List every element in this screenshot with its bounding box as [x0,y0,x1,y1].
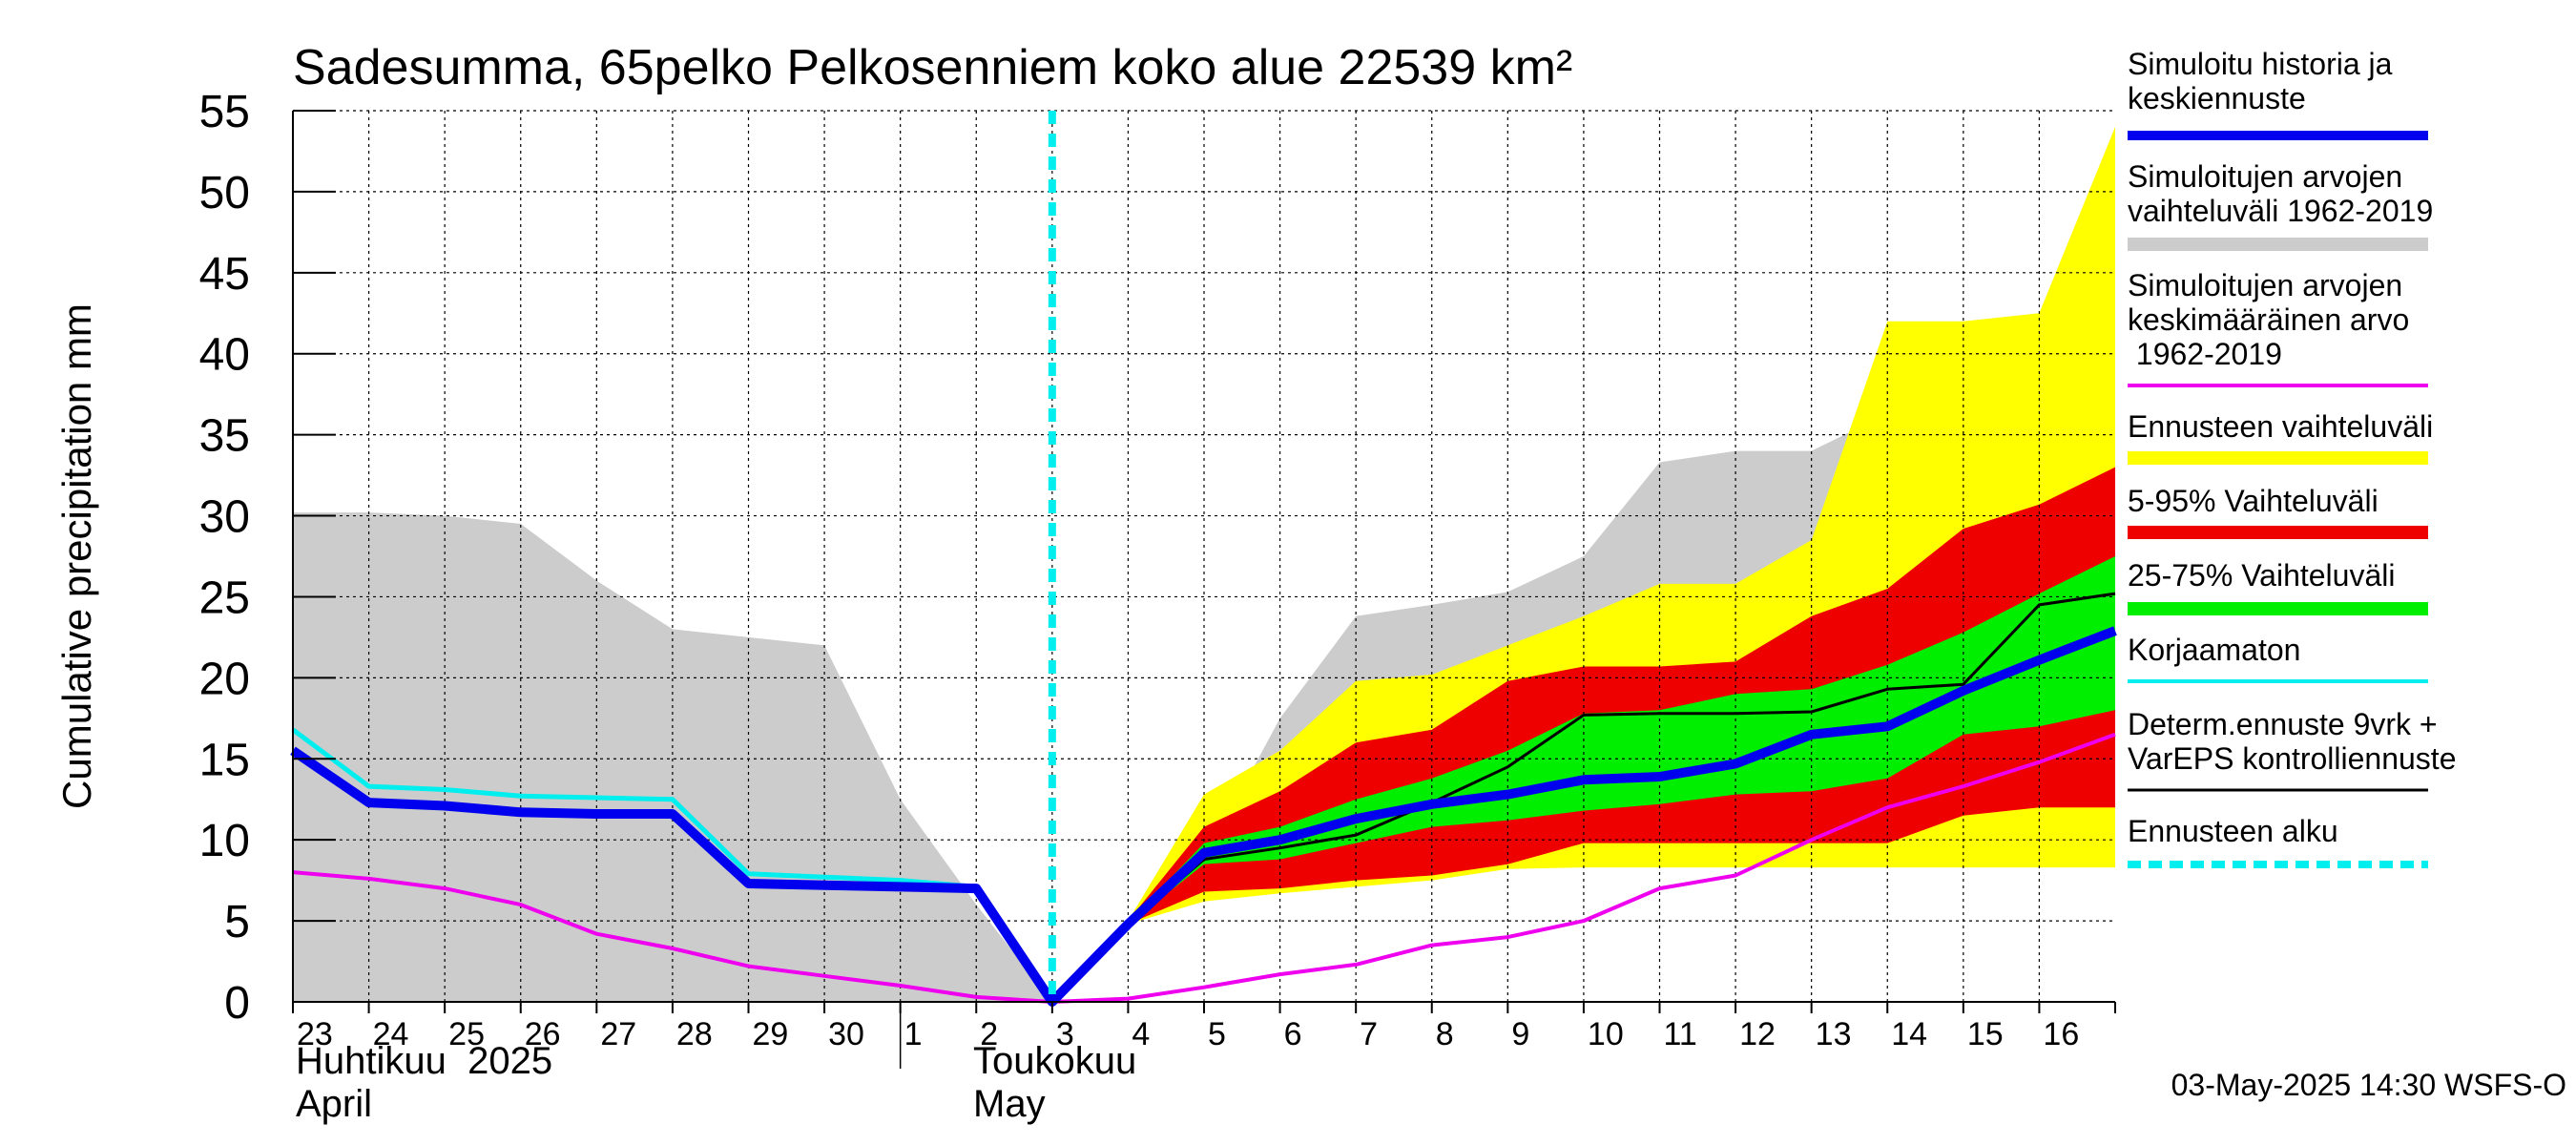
legend-label-line: keskimääräinen arvo [2128,302,2409,337]
month-label-may-fi: Toukokuu [973,1040,1136,1082]
legend-label: Ennusteen vaihteluväli [2128,409,2433,444]
legend-label: Simuloitujen arvojen keskimääräinen arvo … [2128,268,2409,371]
y-tick-label: 30 [199,492,250,543]
x-tick-label: 16 [2043,1016,2079,1052]
chart-title: Sadesumma, 65pelko Pelkosenniem koko alu… [293,40,1572,95]
legend-label-line: 5-95% Vaihteluväli [2128,484,2379,518]
y-tick-label: 45 [199,249,250,300]
x-tick-labels: 23 24 25 26 27 28 29 30 1 2 3 4 5 6 7 8 9 10 11 12 13 14 15 16 [297,1016,2079,1052]
legend-label: Korjaamaton [2128,633,2300,667]
legend-item-ennusteen-alku: Ennusteen alku [2128,814,2428,868]
legend-label-line: Ennusteen alku [2128,814,2338,848]
legend-item-simuloitujen-arvojen-keskimaarainen-arvo-1962-2019: Simuloitujen arvojen keskimääräinen arvo … [2128,268,2428,387]
x-tick-label: 15 [1967,1016,2004,1052]
legend-label-line: VarEPS kontrolliennuste [2128,741,2456,776]
legend-label-line: Simuloitujen arvojen [2128,268,2402,302]
legend-label: Ennusteen alku [2128,814,2338,848]
legend-label: Determ.ennuste 9vrk + VarEPS kontrollienn… [2128,707,2456,776]
x-tick-label: 10 [1588,1016,1624,1052]
x-tick-label: 5 [1208,1016,1226,1052]
line-simuloitu-historia-ja-keskiennuste [290,626,2117,1007]
legend-label-line: Simuloitu historia ja [2128,47,2393,81]
x-tick-label: 29 [753,1016,789,1052]
timestamp-footer: 03-May-2025 14:30 WSFS-O [2171,1068,2566,1102]
legend-label-line: Simuloitujen arvojen [2128,159,2402,194]
y-tick-label: 0 [224,978,250,1029]
legend-label-line: vaihteluväli 1962-2019 [2128,194,2433,228]
legend-label-line: 25-75% Vaihteluväli [2128,558,2395,593]
x-tick-label: 13 [1816,1016,1852,1052]
x-tick-label: 1 [904,1016,923,1052]
y-tick-label: 15 [199,735,250,785]
x-tick-label: 23 [297,1016,333,1052]
legend-item-simuloitu-historia-ja-keskiennuste: Simuloitu historia ja keskiennuste [2128,47,2428,140]
y-tick-label: 25 [199,572,250,623]
lines-layer [290,111,2117,1007]
legend-label-line: Determ.ennuste 9vrk + [2128,707,2438,741]
line-simuloitujen-arvojen-keskimaarainen-arvo-1962-2019 [292,732,2116,1004]
legend-label: 25-75% Vaihteluväli [2128,558,2395,593]
legend-label-line: Korjaamaton [2128,633,2300,667]
x-tick-label: 14 [1891,1016,1927,1052]
axes-layer [292,110,2116,1069]
y-tick-label: 40 [199,330,250,381]
legend-label: Simuloitujen arvojen vaihteluväli 1962-20… [2128,159,2433,228]
month-labels: Huhtikuu 2025 April Toukokuu May [296,1040,1136,1125]
legend-label: 5-95% Vaihteluväli [2128,484,2379,518]
month-label-may-en: May [973,1083,1046,1125]
y-tick-label: 20 [199,654,250,704]
line-determ-ennuste-9vrk-vareps-kontrolliennuste [1050,592,2116,1004]
legend-item-ennusteen-vaihteluvali: Ennusteen vaihteluväli [2128,409,2433,465]
x-tick-label: 6 [1284,1016,1302,1052]
legend-label-line: 1962-2019 [2128,337,2282,371]
month-label-april-fi: Huhtikuu 2025 [296,1040,552,1082]
legend-item-determ-ennuste-9vrk-vareps-kontrolliennuste: Determ.ennuste 9vrk + VarEPS kontrollienn… [2128,707,2456,792]
x-tick-label: 25 [448,1016,485,1052]
x-tick-label: 11 [1664,1016,1697,1052]
legend-item-korjaamaton: Korjaamaton [2128,633,2428,683]
legend-item-5-95-vaihteluvali: 5-95% Vaihteluväli [2128,484,2428,539]
legend-item-25-75-vaihteluvali: 25-75% Vaihteluväli [2128,558,2428,615]
legend-item-simuloitujen-arvojen-vaihteluvali-1962-2019: Simuloitujen arvojen vaihteluväli 1962-20… [2128,159,2433,251]
y-tick-label: 10 [199,816,250,866]
y-tick-label: 50 [199,168,250,219]
x-tick-label: 2 [980,1016,998,1052]
legend-label: Simuloitu historia ja keskiennuste [2128,47,2393,115]
x-tick-label: 9 [1511,1016,1529,1052]
legend-label-line: Ennusteen vaihteluväli [2128,409,2433,444]
x-tick-label: 27 [600,1016,636,1052]
x-tick-label: 24 [373,1016,409,1052]
x-tick-label: 30 [828,1016,864,1052]
month-label-april-en: April [296,1083,372,1125]
grid-layer [293,110,2115,1002]
x-tick-label: 8 [1436,1016,1454,1052]
legend-label-line: keskiennuste [2128,81,2306,115]
y-tick-labels: 0 5 10 15 20 25 30 35 40 45 50 55 [199,87,250,1029]
y-axis-label: Cumulative precipitation mm [54,303,99,809]
x-tick-label: 4 [1132,1016,1150,1052]
legend: Simuloitu historia ja keskiennusteSimuloi… [2128,47,2456,868]
x-tick-label: 12 [1739,1016,1776,1052]
line-korjaamaton [291,727,1054,1004]
x-tick-label: 26 [525,1016,561,1052]
y-tick-label: 35 [199,411,250,462]
plot-area [290,110,2117,1007]
x-tick-label: 7 [1360,1016,1378,1052]
x-tick-label: 3 [1056,1016,1074,1052]
y-tick-label: 5 [224,897,250,947]
y-tick-label: 55 [199,87,250,137]
x-tick-label: 28 [676,1016,713,1052]
